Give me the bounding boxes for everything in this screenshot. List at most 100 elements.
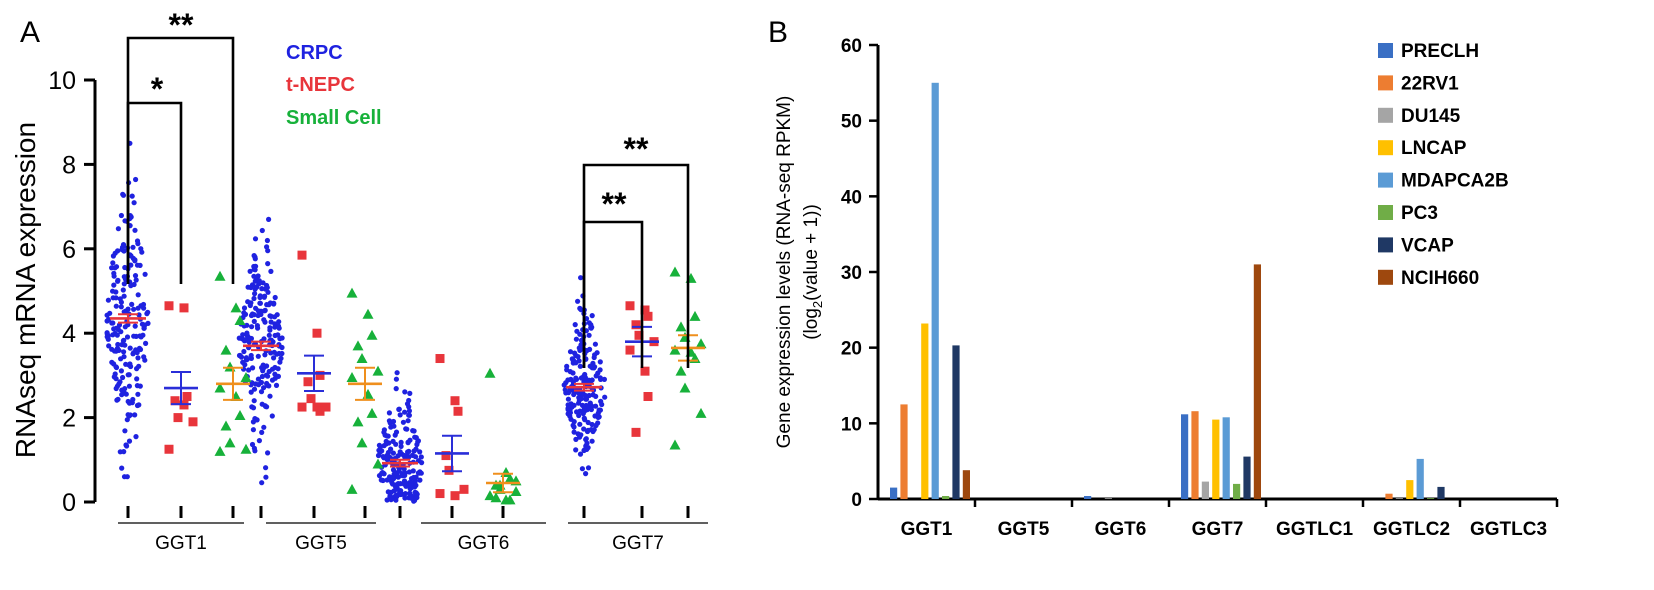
crpc-point-ggt1 <box>116 322 123 328</box>
crpc-point-ggt5 <box>268 268 274 274</box>
crpc-point-ggt5 <box>271 349 277 355</box>
category-label-ggt6: GGT6 <box>1095 519 1147 540</box>
tnepc-point-ggt6 <box>435 489 445 499</box>
crpc-point-ggt1 <box>135 241 141 247</box>
panel-a-y-tick-label: 4 <box>62 320 76 348</box>
smallcell-point-ggt7 <box>669 344 681 355</box>
smallcell-point-ggt6 <box>484 490 496 501</box>
smallcell-point-ggt1 <box>234 409 246 420</box>
crpc-point-ggt6 <box>398 439 404 445</box>
tnepc-point-ggt1 <box>173 413 183 423</box>
crpc-point-ggt7 <box>589 313 595 319</box>
crpc-point-ggt5 <box>261 424 267 430</box>
tnepc-point-ggt5 <box>297 402 307 412</box>
bar-22rv1-ggt7 <box>1191 411 1199 499</box>
bar-pc3-ggtlc2 <box>1427 498 1435 499</box>
crpc-point-ggt5 <box>279 335 285 341</box>
tnepc-point-ggt7 <box>643 311 653 321</box>
crpc-point-ggt1 <box>137 346 144 353</box>
panel-a-legend: CRPC t-NEPC Small Cell <box>286 42 382 129</box>
crpc-point-ggt7 <box>580 410 586 417</box>
panel-a-group-label: GGT5 <box>295 533 347 554</box>
crpc-point-ggt1 <box>121 349 127 355</box>
crpc-point-ggt1 <box>113 376 119 382</box>
crpc-point-ggt7 <box>571 419 577 425</box>
crpc-point-ggt1 <box>104 312 110 318</box>
crpc-point-ggt5 <box>252 236 259 242</box>
bar-preclh-ggt1 <box>890 487 898 499</box>
bar-pc3-ggt7 <box>1233 483 1241 499</box>
smallcell-point-ggt7 <box>675 321 687 332</box>
crpc-point-ggt7 <box>584 428 591 435</box>
crpc-point-ggt1 <box>118 212 124 219</box>
legend-swatch-vcap <box>1378 237 1393 253</box>
crpc-point-ggt5 <box>246 367 252 373</box>
crpc-point-ggt5 <box>250 405 257 411</box>
crpc-point-ggt1 <box>119 465 125 471</box>
crpc-point-ggt5 <box>275 366 281 372</box>
crpc-point-ggt5 <box>244 356 250 362</box>
crpc-point-ggt7 <box>577 305 583 311</box>
smallcell-point-ggt5 <box>352 416 364 427</box>
tnepc-point-ggt5 <box>297 250 307 260</box>
tnepc-point-ggt7 <box>640 305 650 315</box>
crpc-point-ggt1 <box>121 309 127 315</box>
bar-du145-ggt7 <box>1201 481 1209 499</box>
legend-swatch-lncap <box>1378 140 1393 156</box>
crpc-point-ggt5 <box>251 295 257 302</box>
crpc-point-ggt7 <box>573 447 579 453</box>
crpc-point-ggt6 <box>410 468 416 474</box>
crpc-point-ggt5 <box>261 336 267 342</box>
crpc-point-ggt6 <box>411 474 417 481</box>
crpc-point-ggt7 <box>567 349 574 355</box>
crpc-point-ggt1 <box>105 297 111 303</box>
crpc-point-ggt6 <box>417 449 423 455</box>
crpc-point-ggt6 <box>413 490 419 496</box>
crpc-point-ggt6 <box>393 441 399 447</box>
crpc-point-ggt1 <box>122 428 128 434</box>
crpc-point-ggt7 <box>588 406 595 413</box>
crpc-point-ggt7 <box>588 325 594 331</box>
crpc-point-ggt5 <box>236 335 242 341</box>
tnepc-point-ggt5 <box>303 377 313 387</box>
crpc-point-ggt5 <box>264 282 270 289</box>
smallcell-point-ggt1 <box>214 382 226 393</box>
crpc-point-ggt6 <box>393 492 399 498</box>
bar-mdapca2b-ggt7 <box>1222 417 1230 499</box>
crpc-point-ggt5 <box>266 383 272 389</box>
crpc-point-ggt6 <box>383 441 389 447</box>
panel-b-y-tick-label: 40 <box>841 187 862 208</box>
crpc-point-ggt1 <box>113 264 120 270</box>
panel-a-significance-brackets: ******* <box>126 7 690 368</box>
crpc-point-ggt1 <box>132 412 138 418</box>
panel-b-y-tick-label: 0 <box>851 490 862 511</box>
crpc-point-ggt5 <box>251 318 257 324</box>
smallcell-point-ggt5 <box>346 483 358 494</box>
smallcell-point-ggt1 <box>240 443 252 454</box>
crpc-point-ggt5 <box>273 382 280 388</box>
significance-marker: ** <box>602 186 627 222</box>
crpc-point-ggt7 <box>569 356 575 362</box>
crpc-point-ggt7 <box>597 407 604 413</box>
legend-swatch-ncih660 <box>1378 269 1393 285</box>
smallcell-point-ggt1 <box>240 372 252 383</box>
panel-a-label: A <box>20 16 40 49</box>
bar-ncih660-ggt7 <box>1253 264 1261 499</box>
crpc-point-ggt7 <box>596 414 602 420</box>
legend-label-preclh: PRECLH <box>1401 41 1479 62</box>
crpc-point-ggt7 <box>577 347 583 353</box>
smallcell-point-ggt6 <box>484 367 496 378</box>
crpc-point-ggt1 <box>131 200 137 206</box>
crpc-point-ggt1 <box>121 281 127 287</box>
tnepc-point-ggt6 <box>441 451 451 461</box>
crpc-point-ggt7 <box>572 322 578 328</box>
crpc-point-ggt6 <box>396 468 402 474</box>
smallcell-point-ggt5 <box>346 287 358 298</box>
panel-a-mean-bars <box>110 313 705 494</box>
crpc-point-ggt6 <box>396 406 402 412</box>
smallcell-point-ggt5 <box>356 437 368 448</box>
crpc-point-ggt7 <box>573 375 579 381</box>
crpc-point-ggt7 <box>577 363 583 369</box>
crpc-point-ggt6 <box>394 370 400 376</box>
crpc-point-ggt7 <box>573 336 580 342</box>
